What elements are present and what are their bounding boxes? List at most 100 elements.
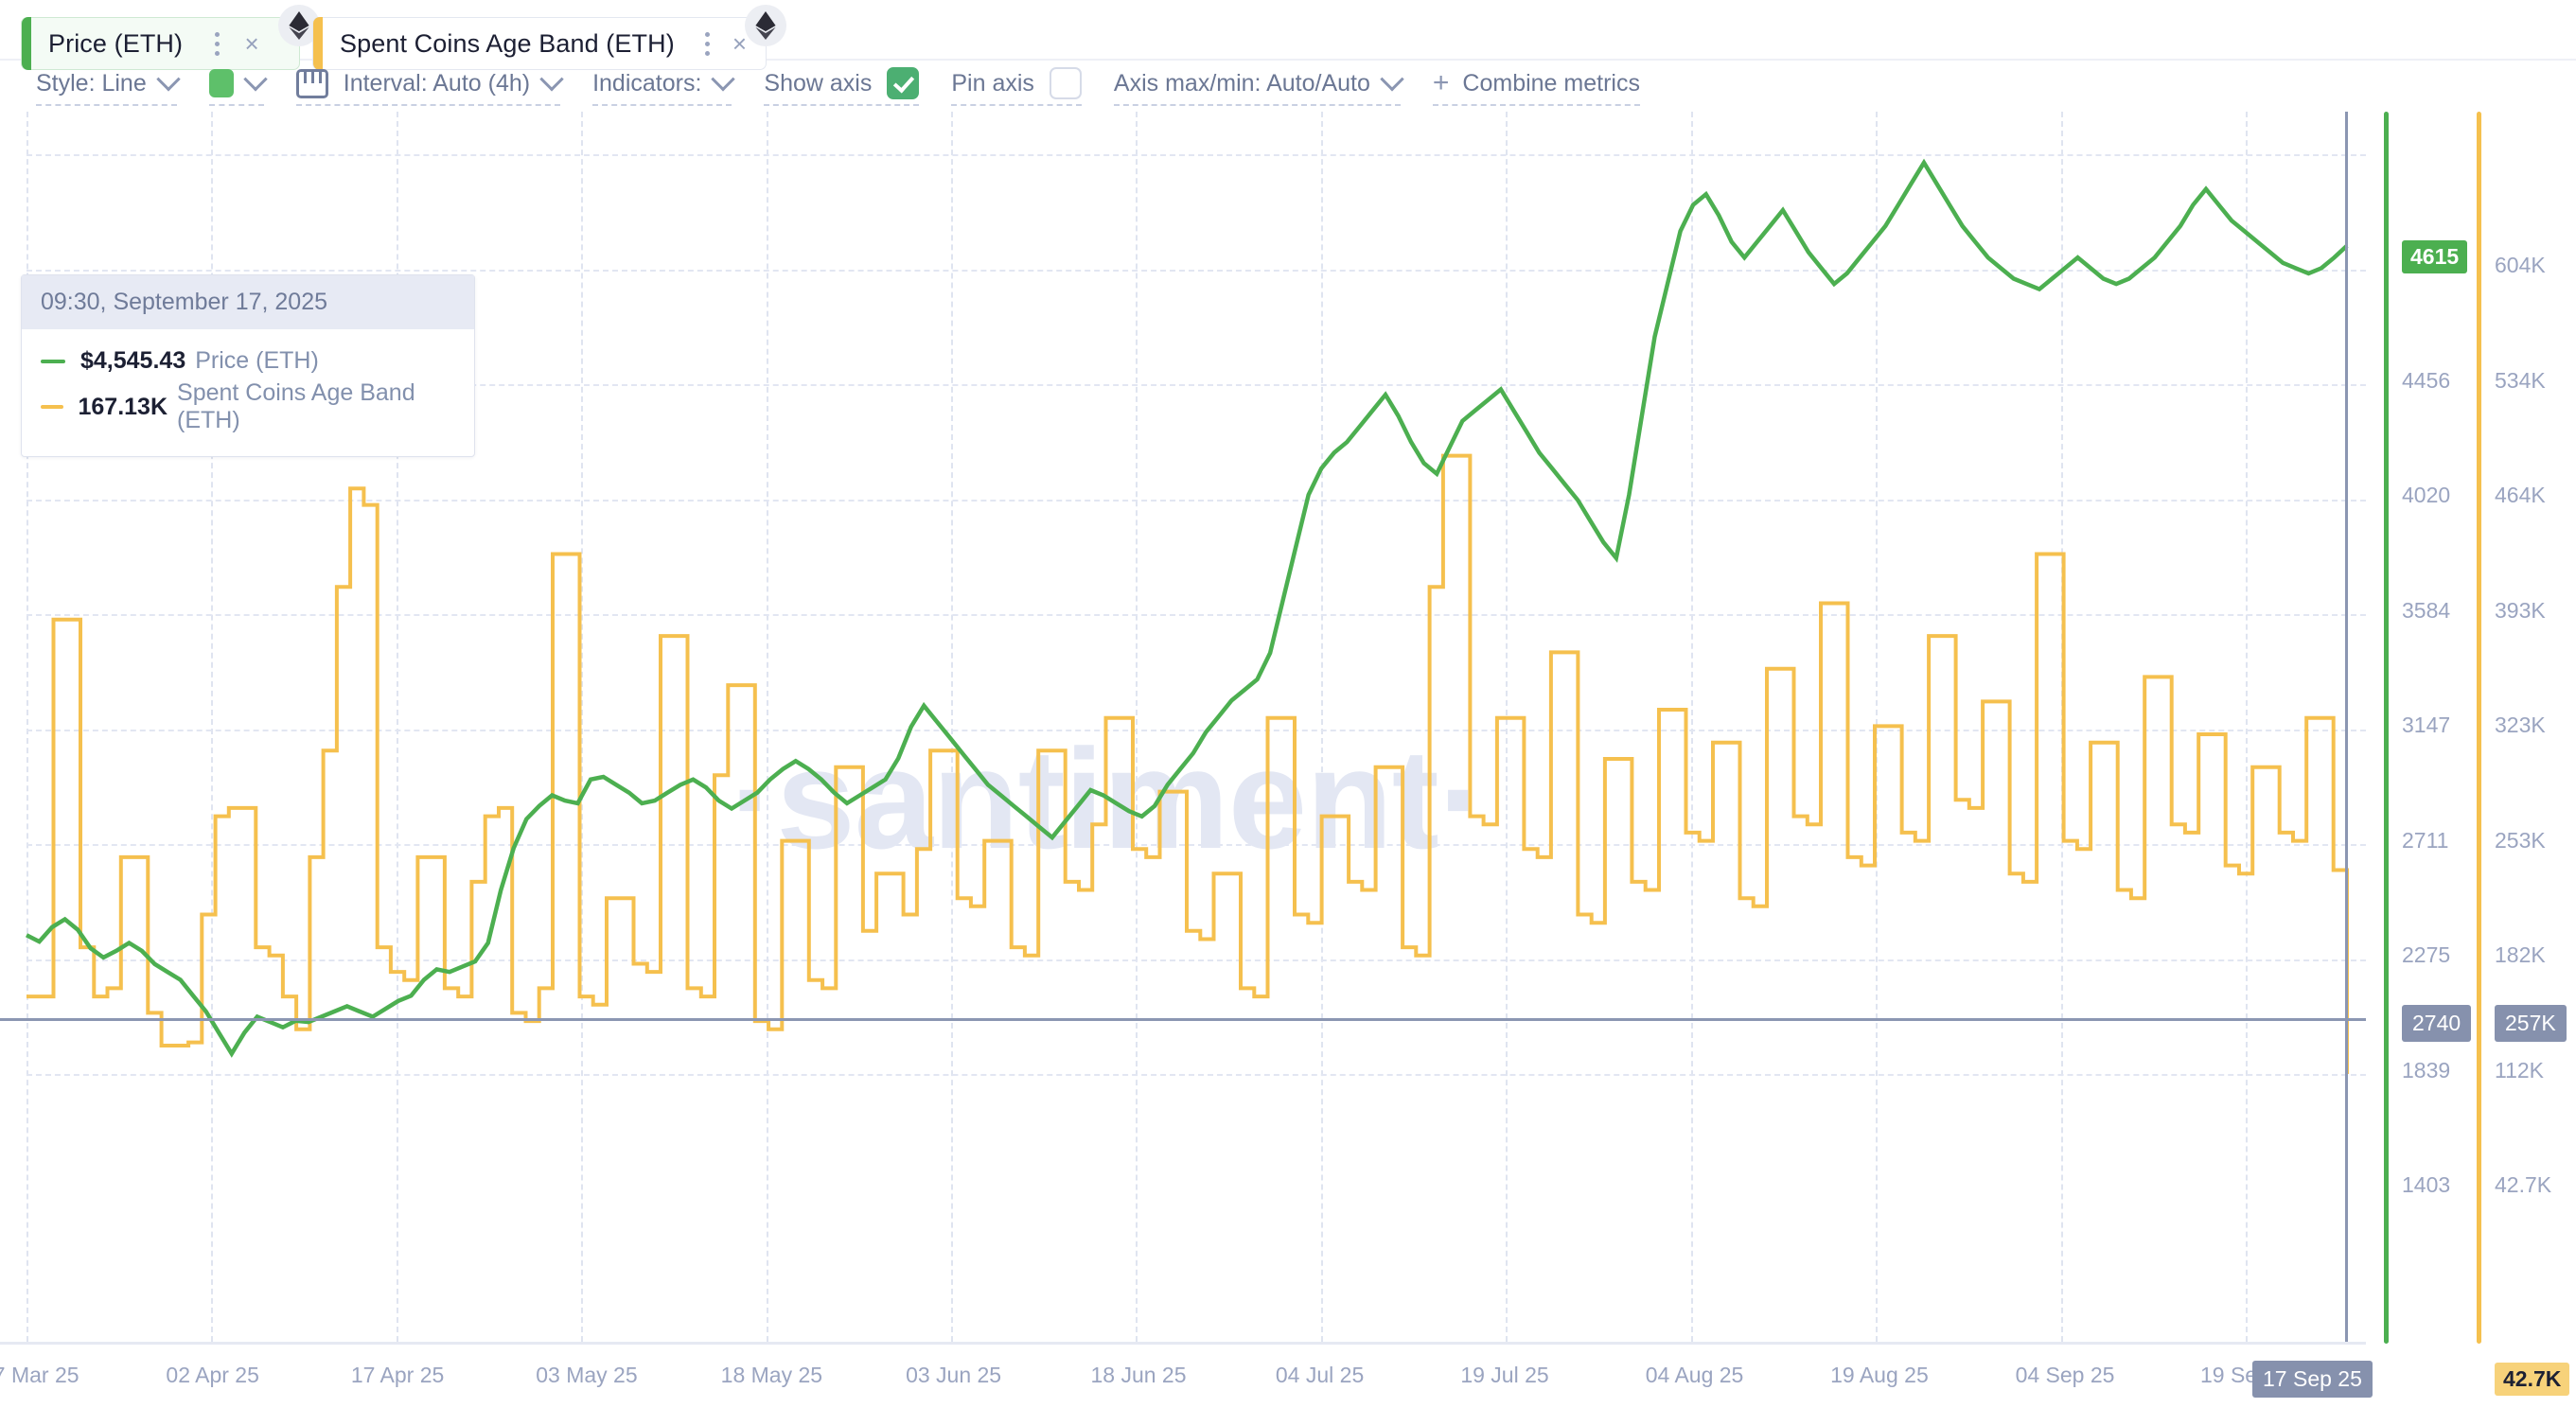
price-axis-tick-label: 4020 xyxy=(2402,483,2451,507)
kebab-menu-icon[interactable] xyxy=(696,29,719,58)
crosshair-price-badge: 2740 xyxy=(2402,1005,2472,1042)
interval-selector[interactable]: Interval: Auto (4h) xyxy=(295,64,564,106)
chart-tooltip: 09:30, September 17, 2025 $4,545.43 Price… xyxy=(21,274,475,457)
price-axis-tick-label: 3584 xyxy=(2402,597,2451,623)
vertical-gridline xyxy=(766,112,768,1342)
horizontal-gridline xyxy=(26,384,2366,386)
price-axis-tick-label: 1839 xyxy=(2402,1057,2451,1082)
metric-tabs-bar: Price (ETH) × Spent Coins Age Band (ETH)… xyxy=(0,0,2576,70)
spent-axis-tick-label: 182K xyxy=(2495,942,2546,967)
close-icon[interactable]: × xyxy=(732,29,748,58)
price-last-value-badge: 4615 xyxy=(2402,240,2468,273)
price-axis-tick-label: 1403 xyxy=(2402,1172,2451,1197)
series-line-price xyxy=(25,158,2349,1058)
price-axis-tick-label: 2275 xyxy=(2402,942,2451,967)
plus-icon: + xyxy=(1432,67,1450,98)
show-axis-label: Show axis xyxy=(764,69,873,97)
horizontal-gridline xyxy=(26,959,2366,961)
metric-tab-price[interactable]: Price (ETH) × xyxy=(21,5,320,70)
pin-axis-toggle[interactable]: Pin axis xyxy=(951,64,1082,106)
horizontal-gridline xyxy=(26,154,2366,156)
tooltip-series-name: Spent Coins Age Band (ETH) xyxy=(177,379,415,433)
x-axis-tick-label: 03 Jun 25 xyxy=(906,1363,1002,1387)
ethereum-icon xyxy=(745,5,786,46)
price-axis-tick-label: 2711 xyxy=(2402,827,2449,853)
metric-tab-label: Price (ETH) xyxy=(48,28,184,58)
axis-minmax-selector[interactable]: Axis max/min: Auto/Auto xyxy=(1113,64,1404,106)
chevron-down-icon xyxy=(539,67,564,92)
tooltip-row: $4,545.43 Price (ETH) xyxy=(41,347,455,375)
crosshair-spent-badge: 257K xyxy=(2495,1005,2567,1042)
spent-axis-bar[interactable] xyxy=(2477,112,2481,1344)
indicators-label: Indicators: xyxy=(592,69,702,97)
series-line-spent-coins-age-band xyxy=(26,453,2349,1074)
crosshair-horizontal-line xyxy=(0,1018,2366,1021)
tooltip-rows: $4,545.43 Price (ETH) 167.13K Spent Coins A… xyxy=(22,329,474,456)
vertical-gridline xyxy=(1506,112,1509,1342)
color-selector[interactable] xyxy=(208,64,268,106)
horizontal-gridline xyxy=(26,499,2366,502)
series-color-dash xyxy=(41,359,65,363)
vertical-gridline xyxy=(1136,112,1138,1342)
chart-toolbar: Style: Line Interval: Auto (4h) Indicato… xyxy=(0,59,2576,112)
horizontal-gridline xyxy=(26,269,2366,272)
x-axis-tick-label: 03 May 25 xyxy=(536,1363,638,1387)
combine-metrics-button[interactable]: + Combine metrics xyxy=(1432,64,1640,106)
vertical-gridline xyxy=(211,112,214,1342)
tab-color-bar xyxy=(22,17,31,70)
x-axis-tick-label: 19 Jul 25 xyxy=(1460,1363,1549,1387)
vertical-gridline xyxy=(1320,112,1323,1342)
spent-last-value-badge: 42.7K xyxy=(2495,1363,2570,1396)
indicators-selector[interactable]: Indicators: xyxy=(592,64,736,106)
spent-axis-tick-label: 393K xyxy=(2495,597,2546,623)
series-plot xyxy=(25,158,2349,1074)
metric-tab-spent-coins-age-band[interactable]: Spent Coins Age Band (ETH) × xyxy=(312,5,786,70)
show-axis-checkbox[interactable] xyxy=(887,67,920,99)
combine-metrics-label: Combine metrics xyxy=(1462,69,1640,97)
metric-tab-label: Spent Coins Age Band (ETH) xyxy=(340,28,675,58)
tooltip-value: 167.13K xyxy=(78,393,168,420)
tooltip-row: 167.13K Spent Coins Age Band (ETH) xyxy=(41,379,455,434)
vertical-gridline xyxy=(951,112,954,1342)
horizontal-gridline xyxy=(26,614,2366,616)
color-swatch-icon xyxy=(208,69,234,97)
chevron-down-icon xyxy=(156,67,181,92)
kebab-menu-icon[interactable] xyxy=(203,29,230,58)
tooltip-timestamp: 09:30, September 17, 2025 xyxy=(22,275,474,329)
tab-color-bar xyxy=(313,17,323,70)
close-icon[interactable]: × xyxy=(244,29,259,58)
x-axis-tick-label: 17 Apr 25 xyxy=(350,1363,445,1387)
x-axis-tick-label: 18 May 25 xyxy=(720,1363,823,1387)
style-selector[interactable]: Style: Line xyxy=(36,64,181,106)
style-label: Style: Line xyxy=(36,69,147,97)
tooltip-value: $4,545.43 xyxy=(80,347,186,374)
chevron-down-icon xyxy=(243,67,268,92)
horizontal-gridline xyxy=(26,1074,2366,1076)
price-axis-tick-label: 3147 xyxy=(2402,713,2451,737)
x-axis-tick-label: 04 Jul 25 xyxy=(1275,1363,1365,1387)
vertical-gridline xyxy=(2060,112,2063,1342)
pin-axis-checkbox[interactable] xyxy=(1049,67,1082,99)
vertical-gridline xyxy=(2245,112,2248,1342)
crosshair-date-badge: 17 Sep 25 xyxy=(2252,1361,2373,1398)
show-axis-toggle[interactable]: Show axis xyxy=(764,64,920,106)
x-axis-tick-label: 18 Jun 25 xyxy=(1090,1363,1187,1387)
vertical-gridline xyxy=(396,112,398,1342)
chevron-down-icon xyxy=(711,67,736,92)
price-axis-bar[interactable] xyxy=(2384,112,2389,1344)
vertical-gridline xyxy=(1690,112,1693,1342)
interval-label: Interval: Auto (4h) xyxy=(343,69,531,97)
spent-axis-tick-label: 112K xyxy=(2495,1057,2545,1082)
horizontal-gridline xyxy=(26,844,2366,846)
x-axis-tick-label: 04 Sep 25 xyxy=(2015,1363,2115,1387)
spent-axis-tick-label: 42.7K xyxy=(2495,1172,2552,1197)
axis-minmax-label: Axis max/min: Auto/Auto xyxy=(1113,69,1370,97)
interval-bars-icon xyxy=(295,68,328,98)
vertical-gridline xyxy=(26,112,28,1342)
x-axis-tick-label: 02 Apr 25 xyxy=(166,1363,259,1387)
horizontal-gridline xyxy=(26,729,2366,731)
vertical-gridline xyxy=(581,112,584,1342)
x-axis-tick-label: 19 Aug 25 xyxy=(1830,1363,1929,1387)
crosshair-vertical-line xyxy=(2345,112,2348,1344)
